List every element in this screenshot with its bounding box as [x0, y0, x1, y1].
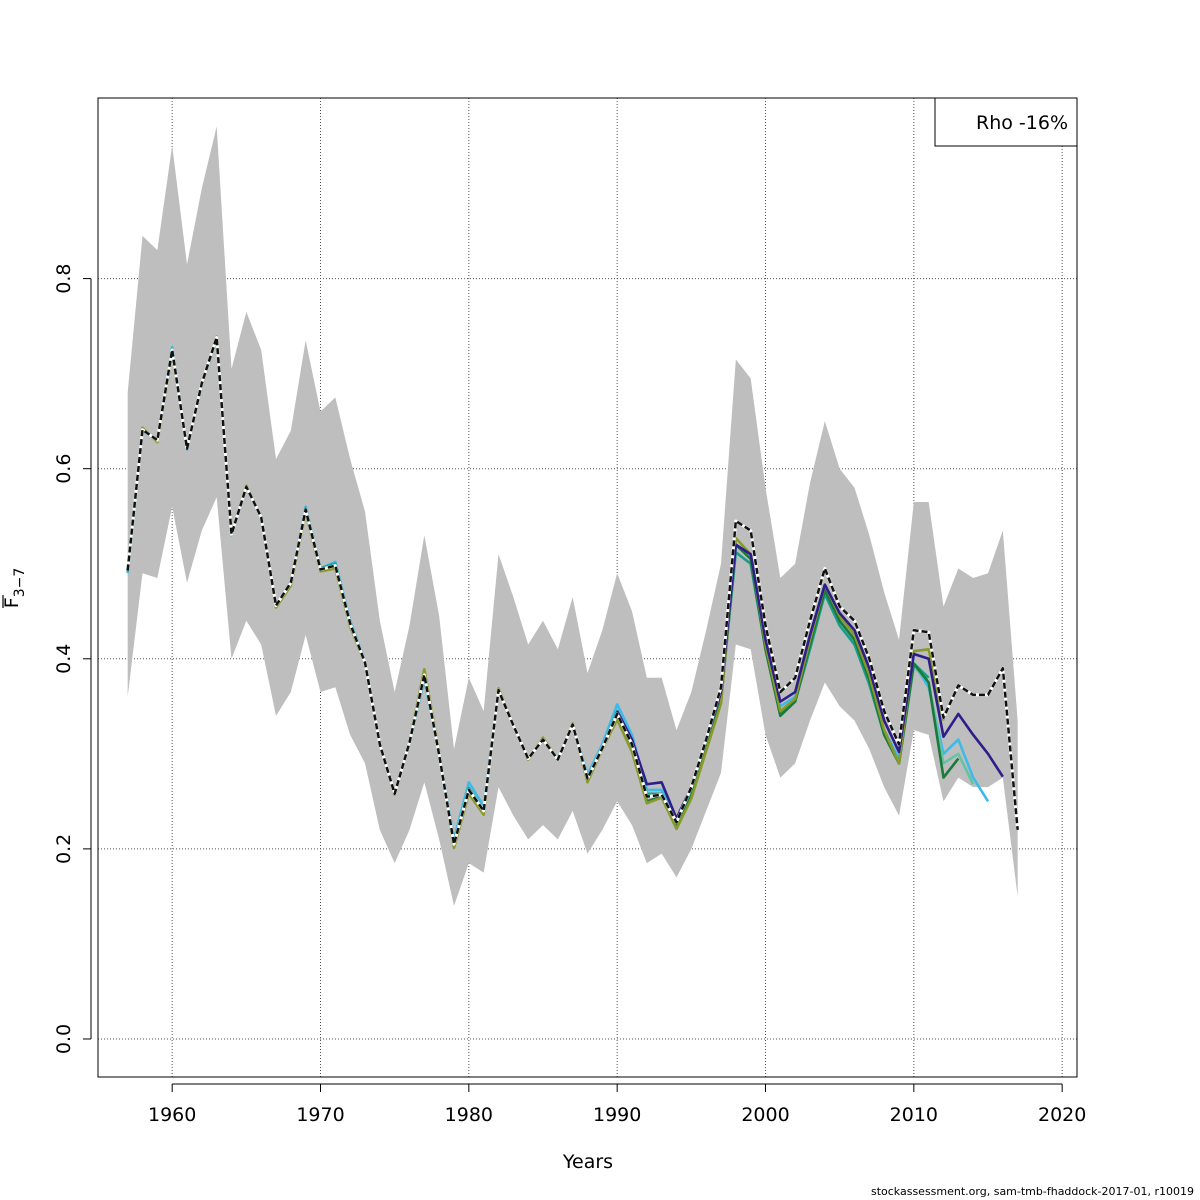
svg-text:F3−7: F3−7 [1, 568, 28, 608]
y-tick-label: 0.6 [53, 454, 75, 484]
y-axis-title-main: F [1, 597, 23, 608]
y-tick-label: 0.0 [53, 1024, 75, 1054]
series-line-7 [126, 336, 1019, 846]
legend: Rho -16% [934, 97, 1078, 147]
y-tick-label: 0.4 [53, 644, 75, 674]
legend-box [934, 97, 1078, 147]
y-tick-label: 0.8 [53, 263, 75, 293]
y-axis-title: F3−7 [1, 568, 28, 608]
y-axis-title-sub: 3−7 [12, 568, 28, 598]
series-layer [126, 335, 1020, 850]
legend-text: Rho -16% [976, 112, 1068, 134]
x-tick-label: 1960 [148, 1104, 196, 1126]
plot-frame [97, 97, 1078, 1078]
y-tick-label: 0.2 [53, 834, 75, 864]
x-tick-label: 1970 [296, 1104, 344, 1126]
x-tick-label: 1980 [445, 1104, 493, 1126]
x-axis-title: Years [562, 1151, 613, 1173]
x-tick-label: 2010 [890, 1104, 938, 1126]
x-tick-label: 2020 [1038, 1104, 1086, 1126]
x-axis: 1960 1970 1980 1990 2000 2010 2020 [148, 1083, 1086, 1126]
confidence-band [127, 126, 1018, 906]
x-tick-label: 2000 [741, 1104, 789, 1126]
footer-source: stockassessment.org, sam-tmb-fhaddock-20… [870, 1185, 1194, 1198]
y-axis: 0.0 0.2 0.4 0.6 0.8 [53, 263, 92, 1054]
x-tick-label: 1990 [593, 1104, 641, 1126]
confidence-band-layer [127, 126, 1018, 906]
